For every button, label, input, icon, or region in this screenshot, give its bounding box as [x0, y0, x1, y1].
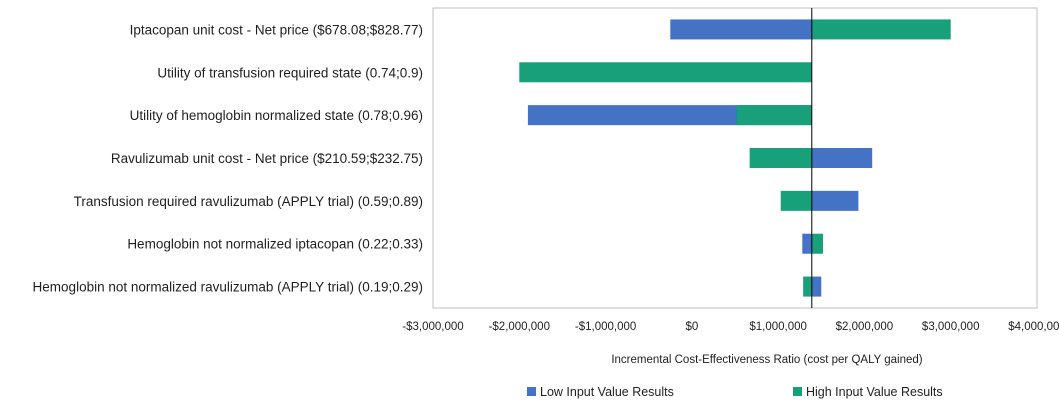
- x-tick-label-1: -$3,000,000: [402, 321, 463, 333]
- bar-high-3: [736, 105, 812, 126]
- bar-low-5: [811, 190, 859, 211]
- legend: Low Input Value Results High Input Value …: [527, 385, 943, 399]
- x-axis-ticks: -$3,000,000 -$2,000,000 -$1,000,000 $0 $1,00…: [402, 321, 1059, 333]
- bar-high-5: [780, 190, 812, 211]
- category-label-1: Iptacopan unit cost - Net price ($678.08…: [130, 22, 423, 37]
- category-label-4: Ravulizumab unit cost - Net price ($210.…: [111, 151, 423, 166]
- legend-swatch-high: [793, 387, 802, 396]
- bars-group: [519, 19, 951, 297]
- x-tick-label-8: $4,000,000: [1008, 321, 1059, 333]
- x-axis-title: Incremental Cost-Effectiveness Ratio (co…: [611, 354, 922, 366]
- x-tick-label-3: -$1,000,000: [575, 321, 636, 333]
- x-tick-label-2: -$2,000,000: [489, 321, 550, 333]
- bar-high-6: [811, 233, 824, 254]
- bar-low-4: [811, 148, 873, 168]
- category-label-2: Utility of transfusion required state (0…: [157, 65, 423, 80]
- category-label-6: Hemoglobin not normalized iptacopan (0.2…: [127, 237, 423, 252]
- bar-high-1: [811, 19, 951, 40]
- x-tick-label-7: $3,000,000: [922, 321, 980, 333]
- legend-label-low: Low Input Value Results: [540, 385, 674, 399]
- bar-low-7: [811, 276, 822, 297]
- bar-low-1: [670, 19, 812, 40]
- category-labels: Iptacopan unit cost - Net price ($678.08…: [33, 22, 423, 294]
- x-tick-label-6: $2,000,000: [836, 321, 894, 333]
- bar-high-7: [803, 276, 812, 297]
- legend-label-high: High Input Value Results: [806, 385, 943, 399]
- bar-low-6: [802, 233, 812, 254]
- category-label-7: Hemoglobin not normalized ravulizumab (A…: [33, 280, 423, 295]
- x-tick-label-5: $1,000,000: [749, 321, 807, 333]
- plot-area-frame: [432, 7, 1038, 309]
- x-tick-label-4: $0: [685, 321, 698, 333]
- category-label-3: Utility of hemoglobin normalized state (…: [130, 108, 423, 123]
- category-label-5: Transfusion required ravulizumab (APPLY …: [74, 194, 423, 209]
- bar-high-2: [519, 62, 812, 83]
- bar-high-4: [749, 148, 812, 168]
- legend-swatch-low: [527, 387, 536, 396]
